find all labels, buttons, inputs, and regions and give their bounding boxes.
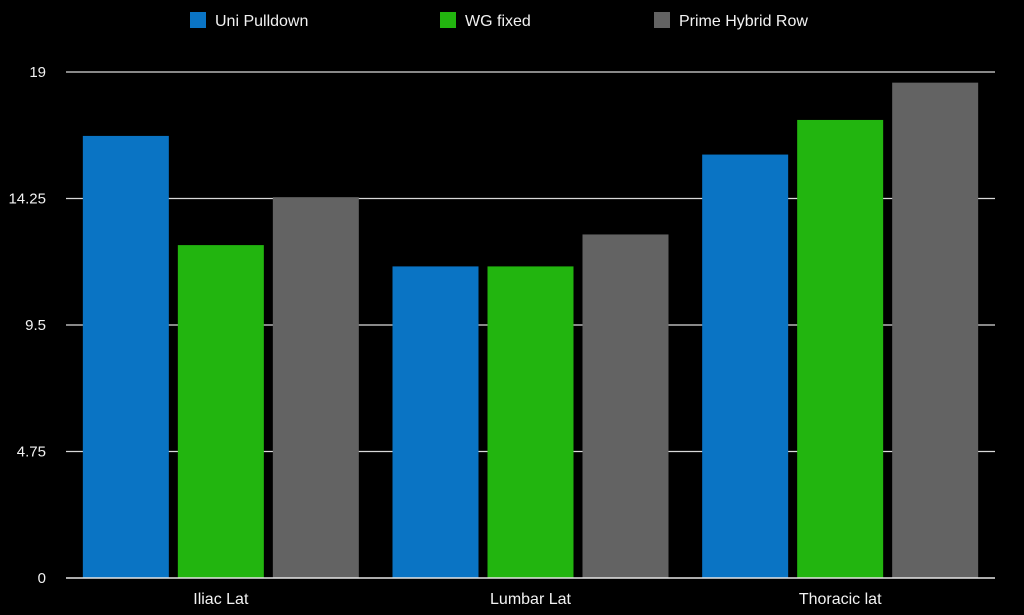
bar-wg-fixed-lumbar-lat (487, 266, 574, 578)
bar-prime-hybrid-row-thoracic-lat (892, 82, 979, 578)
y-tick-label: 19 (29, 64, 46, 81)
y-tick-label: 4.75 (17, 444, 46, 461)
bar-prime-hybrid-row-iliac-lat (272, 197, 359, 578)
legend: Uni Pulldown WG fixed Prime Hybrid Row (190, 12, 808, 30)
legend-label: Prime Hybrid Row (679, 13, 808, 30)
axes: 0 4.75 9.5 14.25 19 Iliac Lat Lumbar Lat Thorac… (8, 64, 995, 608)
bar-wg-fixed-iliac-lat (177, 245, 264, 578)
legend-swatch (440, 12, 456, 28)
x-category-label: Iliac Lat (193, 591, 249, 608)
x-category-label: Thoracic lat (799, 591, 882, 608)
y-tick-label: 9.5 (25, 317, 46, 334)
legend-swatch (654, 12, 670, 28)
y-tick-label: 0 (38, 570, 46, 587)
legend-label: Uni Pulldown (215, 13, 308, 30)
bar-uni-pulldown-lumbar-lat (392, 266, 479, 578)
bar-uni-pulldown-thoracic-lat (702, 154, 789, 578)
legend-swatch (190, 12, 206, 28)
legend-label: WG fixed (465, 13, 531, 30)
x-category-label: Lumbar Lat (490, 591, 571, 608)
bar-prime-hybrid-row-lumbar-lat (582, 234, 669, 578)
y-tick-label: 14.25 (8, 191, 46, 208)
bars (82, 82, 979, 579)
bar-wg-fixed-thoracic-lat (797, 119, 884, 579)
bar-uni-pulldown-iliac-lat (82, 135, 169, 579)
